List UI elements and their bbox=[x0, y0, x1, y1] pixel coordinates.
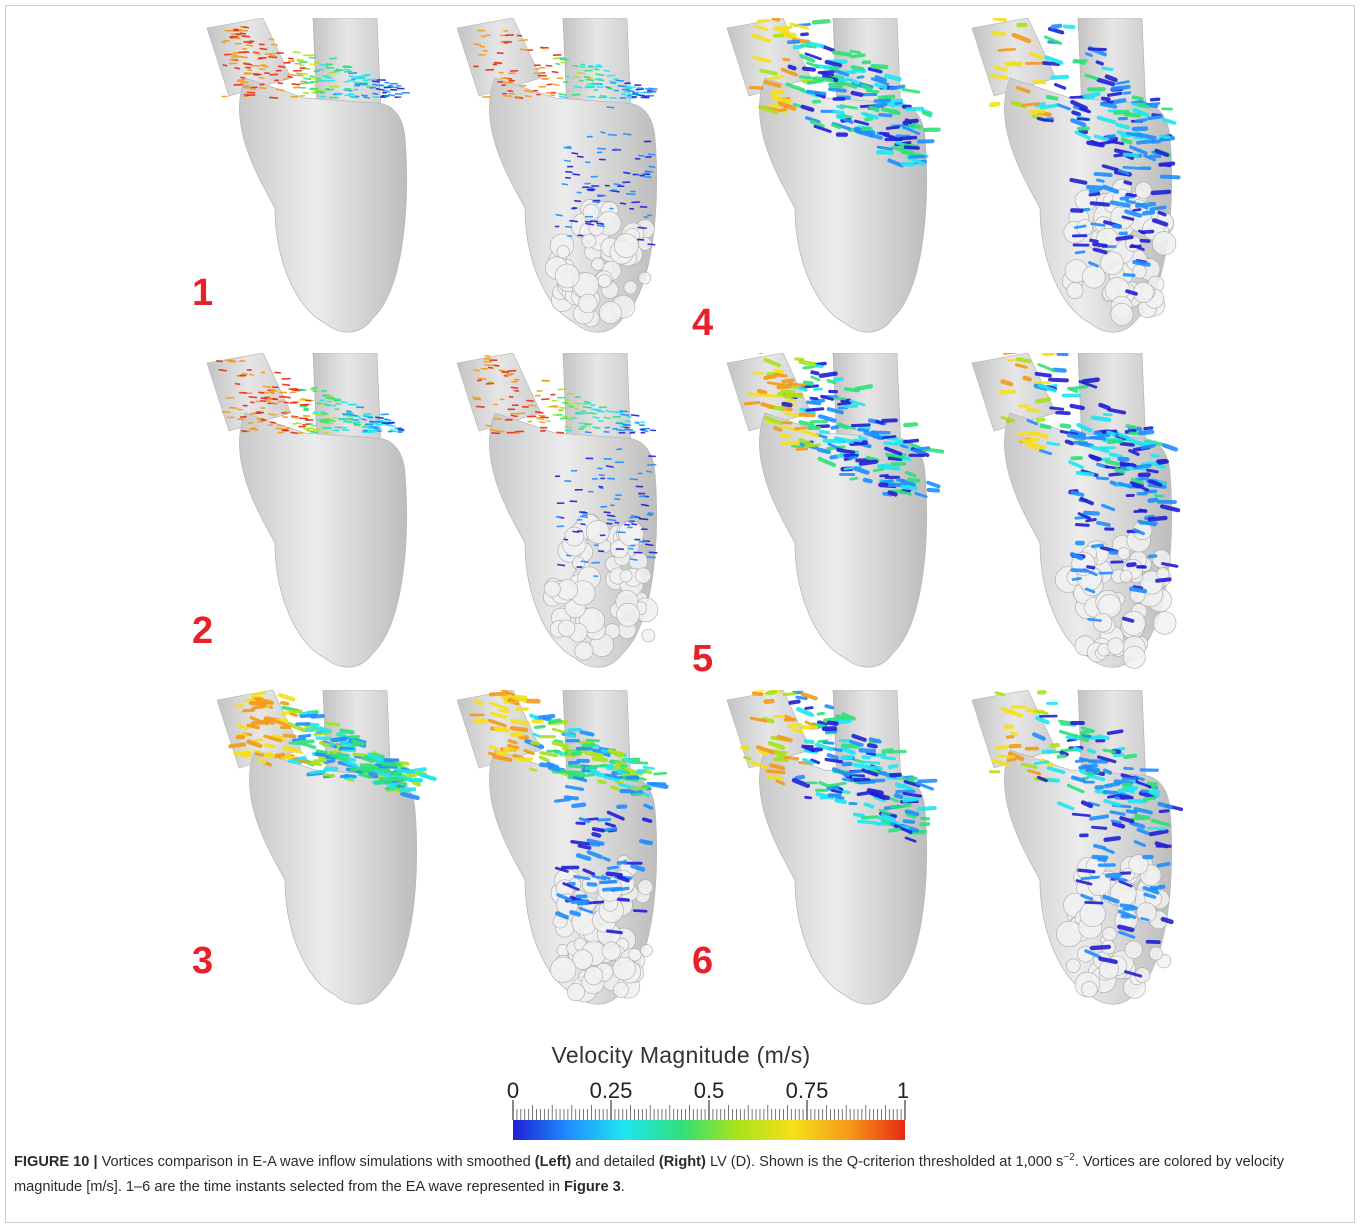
detailed-lv-render-6 bbox=[970, 690, 1210, 1020]
instant-label-4: 4 bbox=[692, 302, 714, 344]
smoothed-lv-render-4 bbox=[725, 18, 965, 348]
legend-tick-label: 0.5 bbox=[693, 1078, 725, 1103]
smoothed-lv-render-6 bbox=[725, 690, 965, 1020]
detailed-lv-render-4 bbox=[970, 18, 1210, 348]
figure-caption: FIGURE 10 | Vortices comparison in E-A w… bbox=[14, 1150, 1344, 1200]
detailed-lv-render-1 bbox=[455, 18, 695, 348]
legend-tick-label: 0.25 bbox=[589, 1078, 633, 1103]
smoothed-lv-render-3 bbox=[215, 690, 455, 1020]
caption-text: Vortices comparison in E-A wave inflow s… bbox=[97, 1154, 535, 1170]
smoothed-lv-render-1 bbox=[205, 18, 445, 348]
smoothed-lv-render-2 bbox=[205, 353, 445, 683]
caption-left: (Left) bbox=[534, 1154, 572, 1170]
caption-text: LV (D). Shown is the Q-criterion thresho… bbox=[705, 1154, 1064, 1170]
detailed-lv-render-2 bbox=[455, 353, 695, 683]
caption-figure-ref: Figure 3 bbox=[564, 1179, 621, 1196]
instant-label-6: 6 bbox=[692, 940, 714, 982]
color-bar bbox=[512, 1100, 906, 1140]
caption-text: and detailed bbox=[571, 1154, 659, 1170]
legend-title: Velocity Magnitude (m/s) bbox=[551, 1042, 811, 1068]
instant-label-5: 5 bbox=[692, 638, 714, 680]
instant-label-3: 3 bbox=[192, 940, 214, 982]
caption-exponent: −2 bbox=[1063, 1152, 1075, 1164]
legend-tick-label: 0.75 bbox=[785, 1078, 829, 1103]
caption-right: (Right) bbox=[658, 1154, 706, 1170]
detailed-lv-render-5 bbox=[970, 353, 1210, 683]
caption-label: FIGURE 10 | bbox=[14, 1154, 98, 1170]
caption-text: . bbox=[620, 1179, 625, 1196]
detailed-lv-render-3 bbox=[455, 690, 695, 1020]
legend-tick-label: 1 bbox=[896, 1078, 910, 1103]
caption-text: . Vortices are colored by velocity magni… bbox=[14, 1154, 1285, 1196]
instant-label-1: 1 bbox=[192, 272, 214, 314]
color-bar-gradient bbox=[513, 1120, 905, 1140]
legend-tick-label: 0 bbox=[506, 1078, 520, 1103]
smoothed-lv-render-5 bbox=[725, 353, 965, 683]
instant-label-2: 2 bbox=[192, 610, 214, 652]
